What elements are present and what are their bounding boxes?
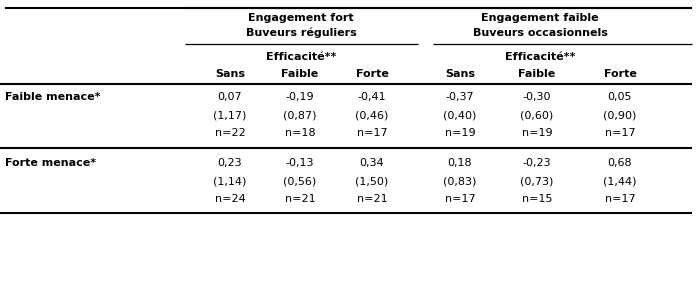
Text: (0,87): (0,87) [283,110,317,120]
Text: n=24: n=24 [214,194,246,204]
Text: Sans: Sans [215,69,245,79]
Text: Efficacité**: Efficacité** [266,52,336,62]
Text: (0,60): (0,60) [521,110,553,120]
Text: -0,23: -0,23 [523,158,551,168]
Text: n=17: n=17 [445,194,475,204]
Text: n=21: n=21 [285,194,315,204]
Text: n=18: n=18 [285,128,315,138]
Text: 0,18: 0,18 [448,158,473,168]
Text: 0,07: 0,07 [218,92,242,102]
Text: Forte: Forte [603,69,636,79]
Text: Forte: Forte [356,69,388,79]
Text: Faible: Faible [281,69,319,79]
Text: n=17: n=17 [356,128,387,138]
Text: (0,40): (0,40) [443,110,477,120]
Text: n=22: n=22 [214,128,246,138]
Text: Buveurs réguliers: Buveurs réguliers [246,28,356,38]
Text: -0,37: -0,37 [445,92,474,102]
Text: Faible: Faible [519,69,555,79]
Text: n=17: n=17 [605,128,635,138]
Text: Forte menace*: Forte menace* [5,158,96,168]
Text: Buveurs occasionnels: Buveurs occasionnels [473,28,608,38]
Text: Efficacité**: Efficacité** [505,52,575,62]
Text: (1,44): (1,44) [603,176,637,186]
Text: n=15: n=15 [522,194,552,204]
Text: Engagement fort: Engagement fort [248,13,354,23]
Text: (0,73): (0,73) [521,176,554,186]
Text: n=21: n=21 [356,194,387,204]
Text: (0,56): (0,56) [283,176,317,186]
Text: Faible menace*: Faible menace* [5,92,100,102]
Text: (0,83): (0,83) [443,176,477,186]
Text: 0,23: 0,23 [218,158,242,168]
Text: n=19: n=19 [522,128,553,138]
Text: (1,50): (1,50) [356,176,388,186]
Text: (0,46): (0,46) [356,110,388,120]
Text: n=17: n=17 [605,194,635,204]
Text: (0,90): (0,90) [603,110,637,120]
Text: -0,19: -0,19 [285,92,315,102]
Text: -0,30: -0,30 [523,92,551,102]
Text: 0,68: 0,68 [608,158,632,168]
Text: 0,05: 0,05 [608,92,632,102]
Text: n=19: n=19 [445,128,475,138]
Text: -0,41: -0,41 [358,92,386,102]
Text: Sans: Sans [445,69,475,79]
Text: -0,13: -0,13 [286,158,315,168]
Text: Engagement faible: Engagement faible [481,13,599,23]
Text: 0,34: 0,34 [360,158,384,168]
Text: (1,14): (1,14) [213,176,246,186]
Text: (1,17): (1,17) [213,110,246,120]
